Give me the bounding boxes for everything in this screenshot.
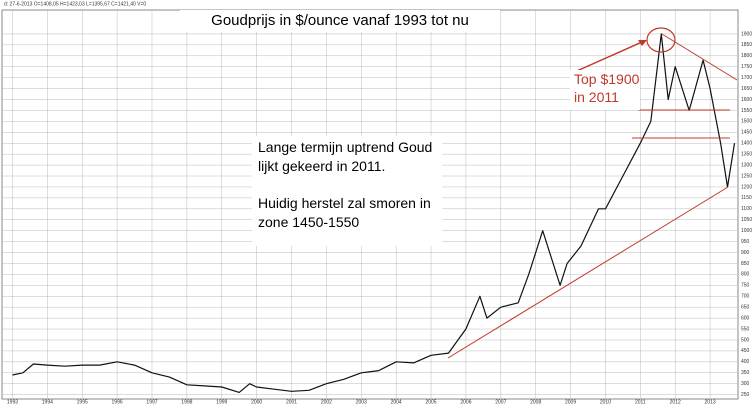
y-tick-label: 1400 — [741, 141, 752, 147]
y-tick-label: 1150 — [741, 195, 752, 201]
x-tick-label: 2005 — [425, 399, 436, 405]
y-tick-label: 300 — [741, 381, 750, 387]
y-tick-label: 1500 — [741, 119, 752, 125]
y-tick-label: 1450 — [741, 130, 752, 136]
x-tick-label: 1998 — [181, 399, 192, 405]
x-tick-label: 2008 — [530, 399, 541, 405]
y-tick-label: 650 — [741, 305, 750, 311]
y-tick-label: 1250 — [741, 173, 752, 179]
y-tick-label: 1000 — [741, 228, 752, 234]
y-tick-label: 250 — [741, 392, 750, 398]
y-tick-label: 1300 — [741, 162, 752, 168]
x-tick-label: 2004 — [391, 399, 402, 405]
y-tick-label: 450 — [741, 348, 750, 354]
x-tick-label: 1995 — [77, 399, 88, 405]
y-tick-label: 1900 — [741, 31, 752, 37]
y-tick-label: 500 — [741, 337, 750, 343]
x-tick-label: 1996 — [112, 399, 123, 405]
y-tick-label: 950 — [741, 239, 750, 245]
annotation-text: Huidig herstel zal smoren in zone 1450-1… — [258, 195, 431, 230]
x-tick-label: 2001 — [286, 399, 297, 405]
x-tick-label: 2010 — [600, 399, 611, 405]
x-tick-label: 2007 — [495, 399, 506, 405]
trend-line — [447, 186, 729, 359]
y-tick-label: 1100 — [741, 206, 752, 212]
annotation-box — [252, 136, 442, 246]
price-line — [12, 33, 736, 393]
x-tick-label: 2002 — [321, 399, 332, 405]
annotation-text: Top $1900 in 2011 — [574, 71, 640, 105]
y-tick-label: 850 — [741, 261, 750, 267]
x-tick-label: 2009 — [565, 399, 576, 405]
x-tick-label: 1994 — [42, 399, 53, 405]
y-tick-label: 350 — [741, 370, 750, 376]
marks — [12, 33, 736, 393]
annotation-text: Lange termijn uptrend Goud lijkt gekeerd… — [258, 139, 433, 174]
x-tick-label: 1997 — [146, 399, 157, 405]
header-info: d: 27-6-2013 O=1408,05 H=1423,03 L=1395,… — [4, 1, 146, 7]
annotation: Lange termijn uptrend Goud lijkt gekeerd… — [258, 139, 433, 174]
y-tick-label: 550 — [741, 326, 750, 332]
arrow — [569, 41, 643, 75]
y-tick-label: 1200 — [741, 184, 752, 190]
arrow-head — [638, 40, 647, 46]
y-tick-label: 1600 — [741, 97, 752, 103]
x-tick-label: 2000 — [251, 399, 262, 405]
y-tick-label: 1800 — [741, 53, 752, 59]
y-tick-label: 400 — [741, 359, 750, 365]
x-tick-label: 2003 — [356, 399, 367, 405]
y-tick-label: 600 — [741, 315, 750, 321]
title-box — [180, 10, 500, 32]
y-tick-label: 1050 — [741, 217, 752, 223]
y-tick-label: 1550 — [741, 108, 752, 114]
y-tick-label: 1750 — [741, 64, 752, 70]
x-tick-label: 2006 — [460, 399, 471, 405]
x-tick-label: 1999 — [216, 399, 227, 405]
x-tick-label: 2012 — [670, 399, 681, 405]
y-tick-label: 700 — [741, 294, 750, 300]
y-tick-label: 1350 — [741, 151, 752, 157]
x-tick-label: 2013 — [705, 399, 716, 405]
annotation: Top $1900 in 2011 — [574, 71, 640, 105]
annotation-box — [570, 70, 640, 110]
y-tick-label: 1700 — [741, 75, 752, 81]
annotation: Huidig herstel zal smoren in zone 1450-1… — [258, 195, 431, 230]
y-tick-label: 900 — [741, 250, 750, 256]
y-tick-label: 1650 — [741, 86, 752, 92]
chart-title: Goudprijs in $/ounce vanaf 1993 tot nu — [211, 12, 469, 29]
y-tick-label: 1850 — [741, 42, 752, 48]
y-tick-label: 750 — [741, 283, 750, 289]
x-tick-label: 2011 — [635, 399, 646, 405]
y-tick-label: 800 — [741, 272, 750, 278]
x-tick-label: 1993 — [7, 399, 18, 405]
